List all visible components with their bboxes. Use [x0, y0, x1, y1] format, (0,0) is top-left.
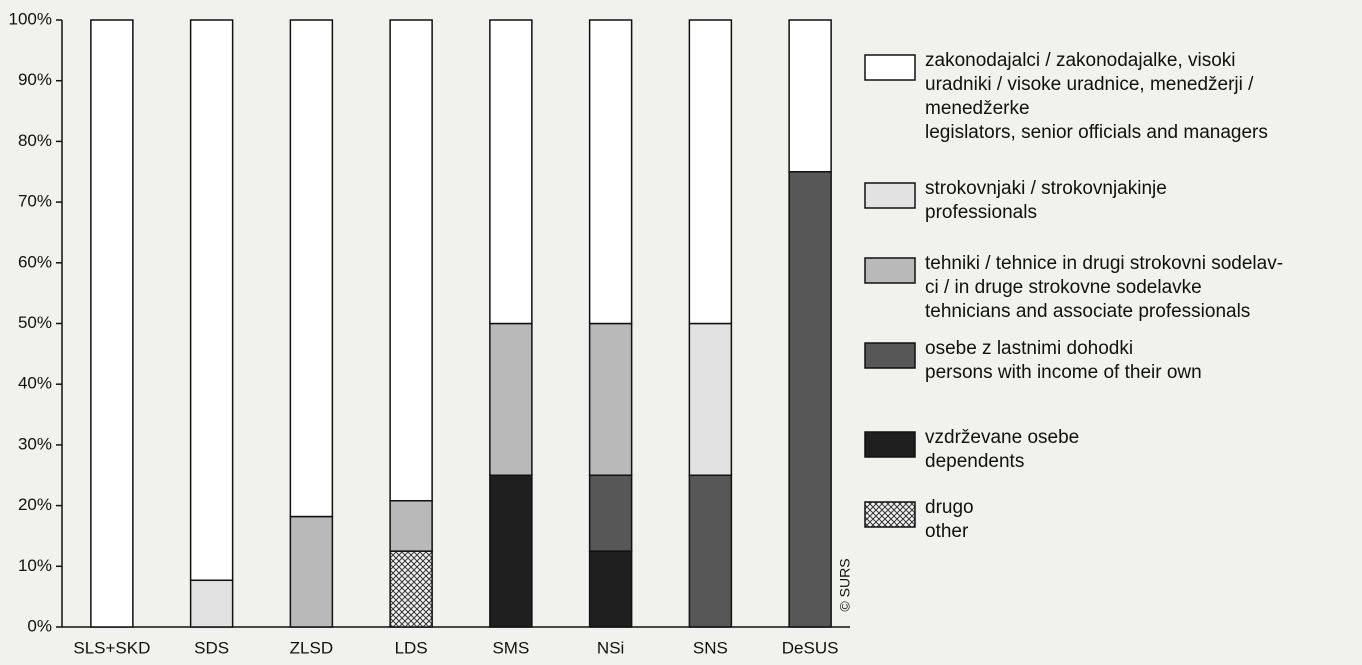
x-tick-label: SMS — [492, 638, 529, 657]
legend-swatch — [864, 182, 916, 209]
legend-label: strokovnjaki / strokovnjakinje professio… — [925, 178, 1167, 223]
bar-segment — [489, 474, 533, 628]
bar-segment — [189, 579, 234, 628]
y-tick-label: 10% — [18, 556, 52, 575]
y-tick-label: 100% — [9, 9, 52, 28]
legend-label: drugo other — [925, 497, 974, 542]
legend-swatch — [864, 342, 916, 369]
legend-label: zakonodajalci / zakonodajalke, visoki ur… — [925, 50, 1268, 143]
x-tick-label: SDS — [194, 638, 229, 657]
bar-segment — [389, 499, 433, 552]
bar-segment — [788, 171, 832, 628]
x-tick-label: SNS — [693, 638, 728, 657]
y-tick-label: 70% — [18, 192, 52, 211]
bar-segment — [289, 19, 334, 518]
legend-swatch — [864, 54, 916, 81]
legend-swatch — [864, 257, 916, 284]
x-tick-label: LDS — [395, 638, 428, 657]
bar-segment — [189, 19, 234, 582]
bar-segment — [788, 19, 832, 173]
y-tick-label: 50% — [18, 313, 52, 332]
bar-segment — [389, 19, 433, 502]
x-tick-label: DeSUS — [782, 638, 839, 657]
y-tick-label: 40% — [18, 374, 52, 393]
y-tick-label: 80% — [18, 131, 52, 150]
bar-segment — [489, 322, 533, 476]
bar-segment — [588, 550, 633, 628]
bar-segment — [688, 322, 733, 476]
bar-segment — [588, 19, 633, 325]
bar-segment — [588, 474, 633, 552]
y-tick-label: 90% — [18, 70, 52, 89]
bar-segment — [389, 550, 433, 628]
bar-segment — [688, 474, 733, 628]
y-tick-label: 0% — [27, 616, 52, 635]
y-tick-label: 60% — [18, 252, 52, 271]
y-tick-label: 30% — [18, 434, 52, 453]
x-tick-label: SLS+SKD — [73, 638, 150, 657]
legend-label: tehniki / tehnice in drugi strokovni sod… — [925, 253, 1284, 322]
legend-label: osebe z lastnimi dohodki persons with in… — [925, 338, 1202, 383]
bar-segment — [90, 19, 134, 628]
y-tick-label: 20% — [18, 495, 52, 514]
legend-label: vzdrževane osebe dependents — [925, 427, 1080, 472]
bar-segment — [688, 19, 733, 325]
bar-segment — [489, 19, 533, 325]
copyright: © SURS — [837, 558, 853, 611]
bar-segment — [289, 515, 334, 628]
legend-swatch — [864, 431, 916, 458]
x-tick-label: NSi — [597, 638, 624, 657]
x-tick-label: ZLSD — [290, 638, 333, 657]
legend-swatch — [864, 501, 916, 528]
bar-segment — [588, 322, 633, 476]
